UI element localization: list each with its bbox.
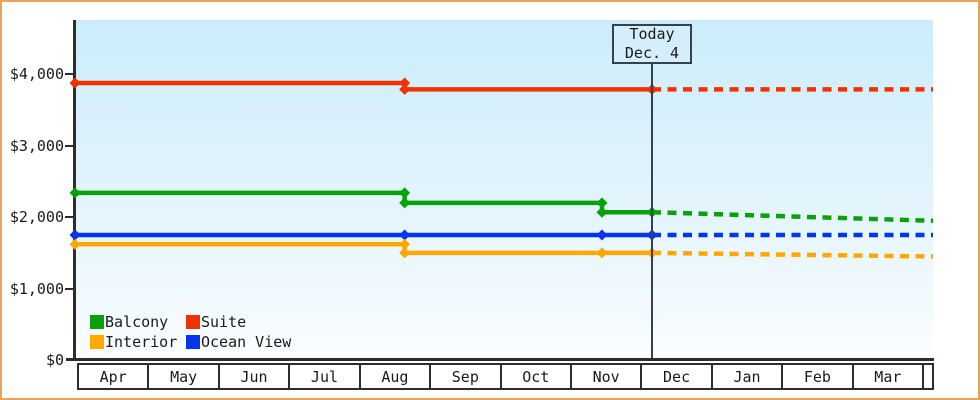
month-cell-nov: Nov [569,365,641,388]
today-line [651,64,653,358]
legend-item-balcony: Balcony [90,313,186,331]
y-axis-tick [65,73,73,76]
legend-swatch-suite [186,315,200,329]
month-axis: Apr May Jun Jul Aug Sep Oct Nov Dec Jan Feb Mar [77,363,934,390]
y-axis-label: $4,000 [9,65,64,84]
month-cell-mar: Mar [851,365,923,388]
legend-item-interior: Interior [90,333,186,351]
legend-label: Ocean View [201,333,292,351]
y-axis-tick [65,216,73,219]
y-axis [73,20,76,361]
today-label: Today [629,25,675,43]
month-cell-jul: Jul [288,365,359,388]
month-cell-sep: Sep [429,365,500,388]
legend-label: Suite [201,313,247,331]
legend-swatch-ocean-view [186,335,200,349]
y-axis-label: $1,000 [9,279,64,298]
month-cell-jan: Jan [710,365,782,388]
legend: Balcony Suite Interior Ocean View [90,313,291,351]
today-date: Dec. 4 [624,44,680,62]
month-cell-partial [922,365,933,388]
y-axis-label: $0 [45,351,64,369]
month-cell-feb: Feb [781,365,852,388]
x-axis [66,358,934,361]
legend-item-ocean-view: Ocean View [186,333,291,351]
legend-label: Interior [105,333,178,351]
month-cell-aug: Aug [358,365,430,388]
month-cell-dec: Dec [640,365,711,388]
legend-swatch-balcony [90,315,104,329]
month-cell-jun: Jun [217,365,289,388]
y-axis-tick [65,287,73,290]
y-axis-tick [65,144,73,147]
legend-swatch-interior [90,335,104,349]
month-cell-apr: Apr [79,365,148,388]
month-cell-may: May [147,365,218,388]
legend-item-suite: Suite [186,313,291,331]
plot-area [75,20,933,360]
y-axis-label: $2,000 [9,208,64,227]
legend-label: Balcony [105,313,169,331]
today-annotation: Today Dec. 4 [612,24,692,64]
month-cell-oct: Oct [499,365,570,388]
y-axis-label: $3,000 [9,136,64,155]
